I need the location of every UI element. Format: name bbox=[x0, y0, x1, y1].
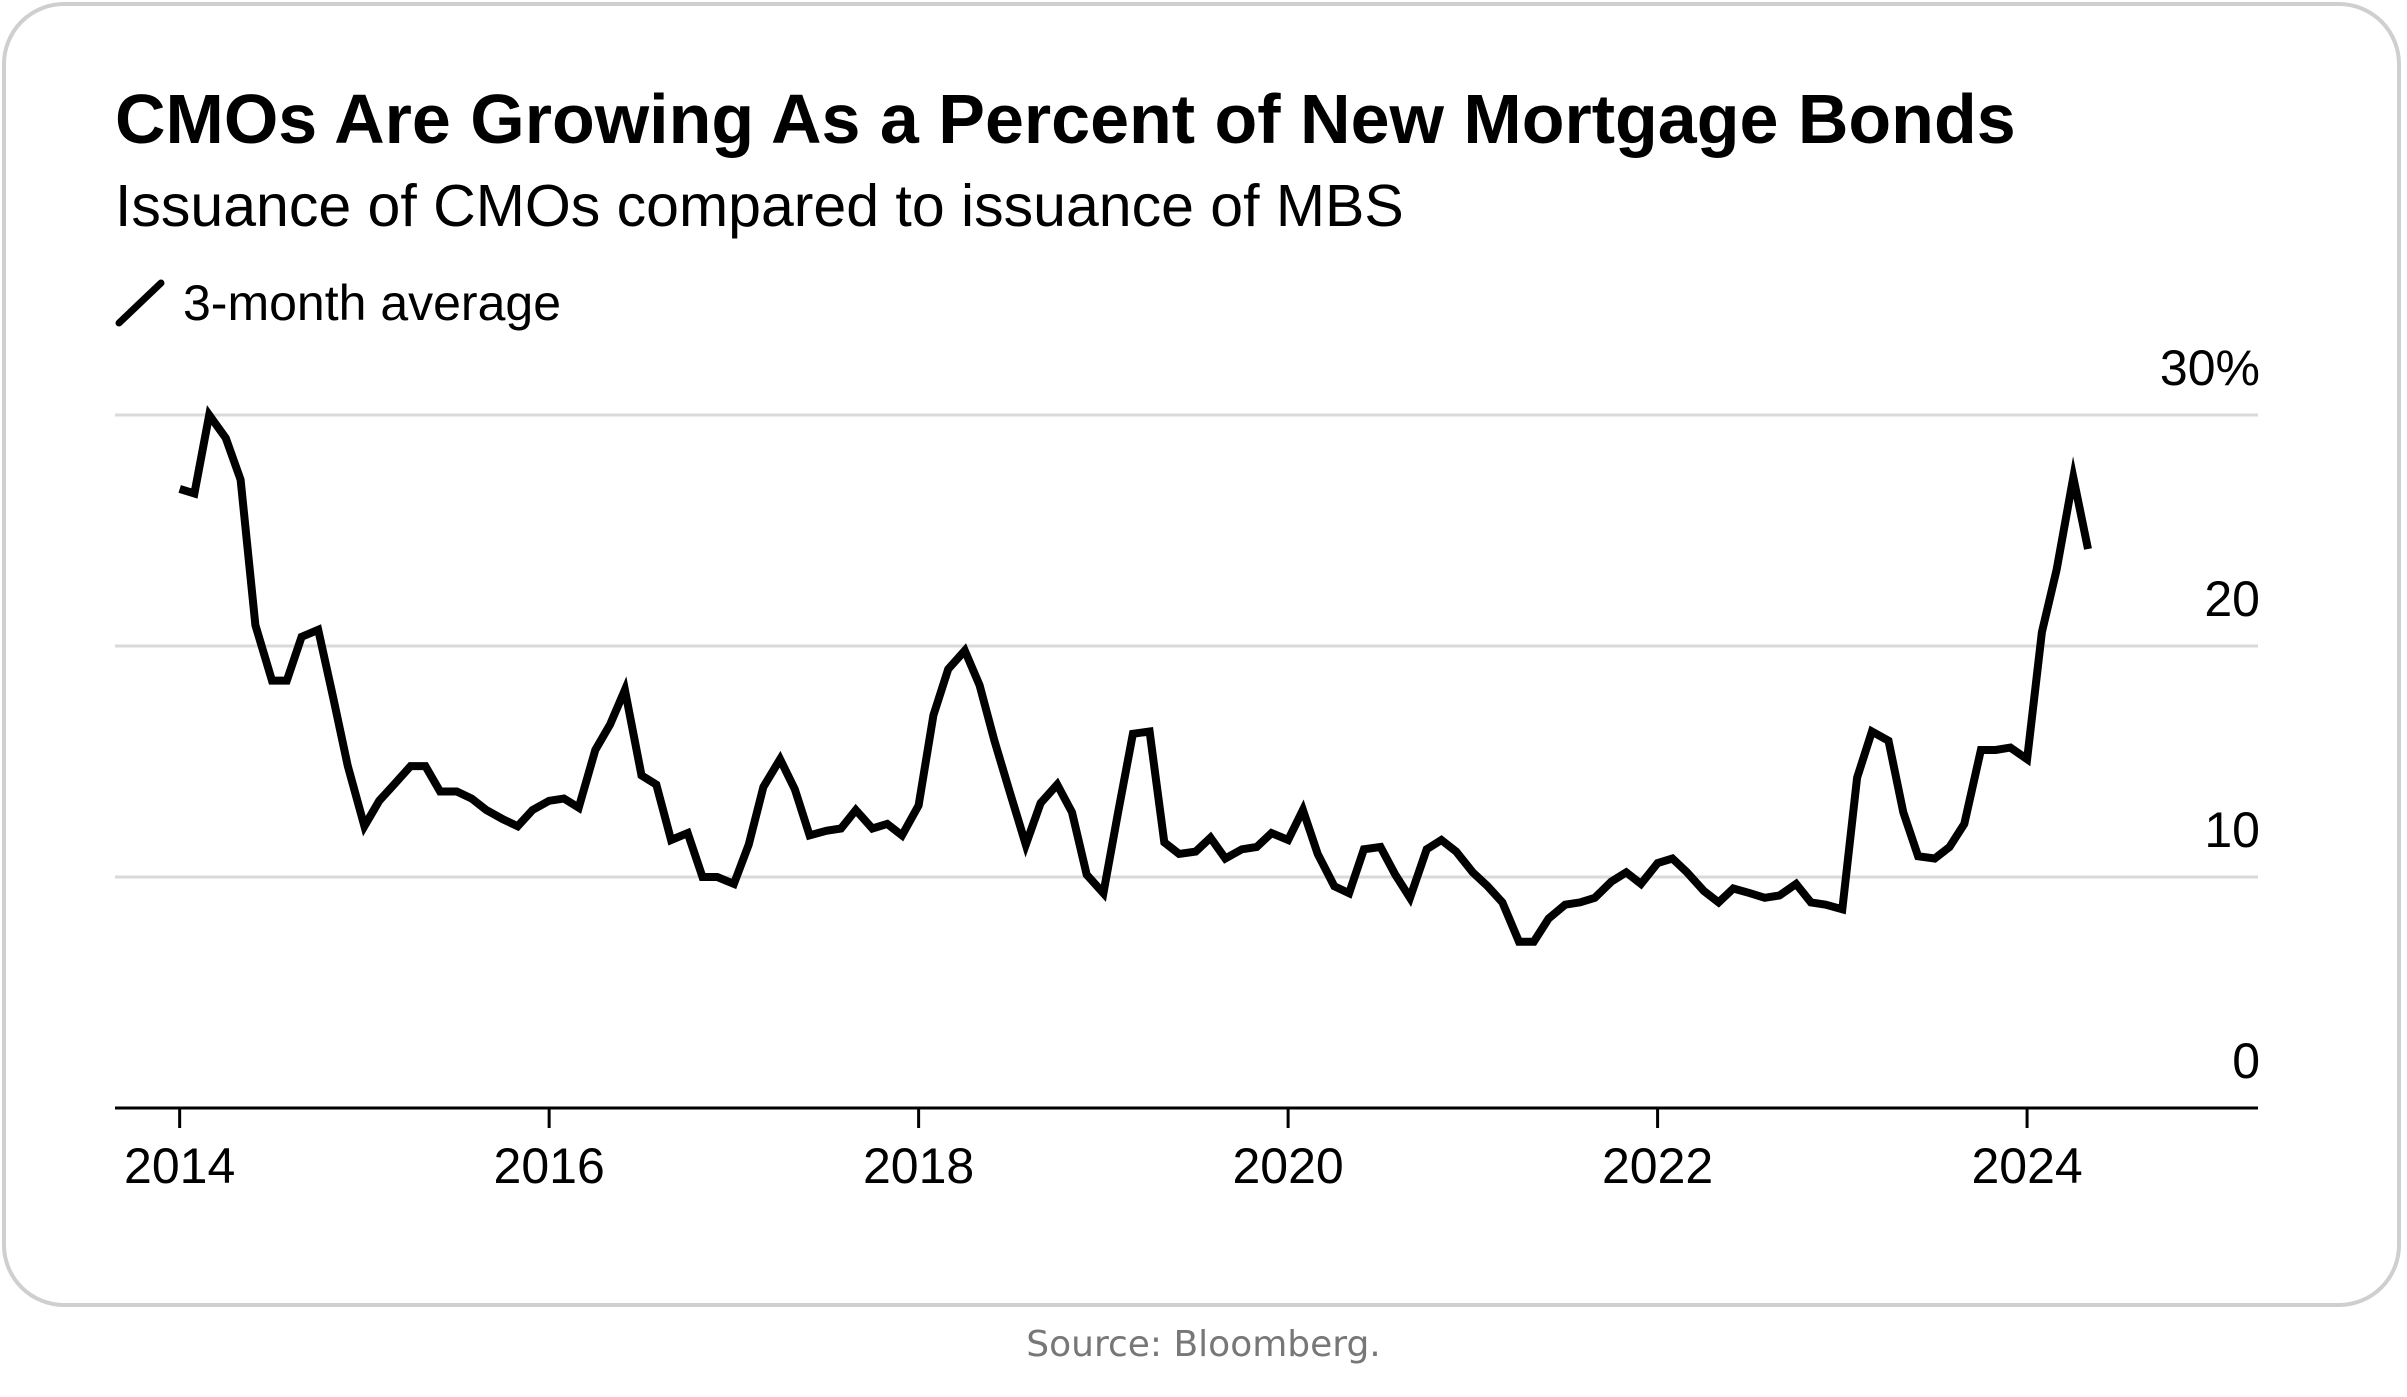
y-tick-label-0: 0 bbox=[2232, 1033, 2260, 1089]
legend-series-label: 3-month average bbox=[183, 275, 562, 331]
x-axis bbox=[115, 1106, 2258, 1128]
chart-title: CMOs Are Growing As a Percent of New Mor… bbox=[115, 80, 2016, 158]
y-tick-label-1: 10 bbox=[2204, 802, 2260, 858]
x-tick-label-5: 2024 bbox=[1971, 1138, 2082, 1194]
chart-card bbox=[2, 2, 2401, 1307]
y-tick-label-3: 30% bbox=[2160, 340, 2260, 396]
chart-legend: 3-month average bbox=[115, 268, 561, 338]
x-tick-label-3: 2020 bbox=[1232, 1138, 1343, 1194]
chart-subtitle: Issuance of CMOs compared to issuance of… bbox=[115, 173, 1404, 239]
series-line-0 bbox=[178, 405, 2092, 946]
y-axis-labels: 0 10 20 30% bbox=[2160, 340, 2260, 1089]
source-note: Source: Bloomberg. bbox=[1026, 1324, 1381, 1365]
x-tick-label-2: 2018 bbox=[863, 1138, 974, 1194]
legend-line-icon bbox=[115, 279, 165, 327]
x-tick-label-0: 2014 bbox=[124, 1138, 235, 1194]
series-lines bbox=[178, 405, 2092, 946]
y-tick-label-2: 20 bbox=[2204, 571, 2260, 627]
x-tick-label-1: 2016 bbox=[494, 1138, 605, 1194]
x-tick-label-4: 2022 bbox=[1602, 1138, 1713, 1194]
x-axis-labels: 2014 2016 2018 2020 2022 2024 bbox=[124, 1138, 2083, 1194]
gridlines bbox=[115, 413, 2258, 879]
